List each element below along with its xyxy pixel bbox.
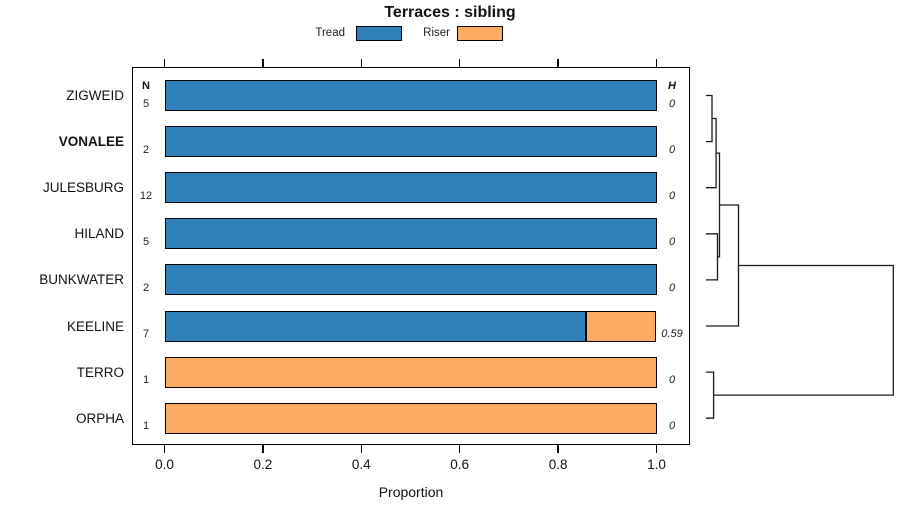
legend-label-tread: Tread xyxy=(315,27,345,39)
plot-area xyxy=(132,67,690,445)
bar-segment-tread xyxy=(164,264,657,296)
category-label-hiland: HILAND xyxy=(74,226,124,242)
axis-tick-top xyxy=(360,59,362,67)
category-label-terro: TERRO xyxy=(76,364,124,380)
axis-tick-bottom xyxy=(163,445,166,453)
h-value: 0 xyxy=(668,374,676,387)
category-label-bunkwater: BUNKWATER xyxy=(39,272,124,288)
h-value: 0 xyxy=(668,281,676,294)
h-value: 0.59 xyxy=(661,328,683,340)
axis-tick-bottom xyxy=(459,445,461,453)
n-value: 12 xyxy=(139,189,153,202)
axis-tick-top xyxy=(655,59,658,67)
n-column-header: N xyxy=(142,80,150,92)
bar-segment-tread xyxy=(164,172,657,204)
category-label-keeline: KEELINE xyxy=(66,318,124,334)
n-value: 1 xyxy=(142,420,150,433)
bar-segment-riser xyxy=(164,356,657,388)
n-value: 5 xyxy=(142,235,150,248)
axis-tick-label: 0.8 xyxy=(548,457,568,472)
axis-tick-top xyxy=(459,59,461,67)
n-value: 5 xyxy=(142,97,150,110)
h-value: 0 xyxy=(668,235,676,248)
bar-segment-tread xyxy=(164,310,587,342)
axis-tick-label: 0.6 xyxy=(450,457,470,472)
n-value: 7 xyxy=(142,328,150,340)
axis-tick-label: 1.0 xyxy=(647,457,666,472)
axis-tick-top xyxy=(163,59,166,67)
bar-segment-tread xyxy=(164,126,657,158)
category-label-julesburg: JULESBURG xyxy=(42,180,124,196)
axis-tick-bottom xyxy=(360,445,362,453)
axis-tick-label: 0.4 xyxy=(351,457,371,472)
axis-tick-top xyxy=(262,59,264,67)
n-value: 2 xyxy=(142,143,150,156)
h-value: 0 xyxy=(668,420,676,433)
bar-segment-riser xyxy=(586,310,657,342)
axis-tick-bottom xyxy=(557,445,559,453)
n-value: 1 xyxy=(142,374,150,387)
category-label-vonalee: VONALEE xyxy=(58,134,124,150)
n-value: 2 xyxy=(142,281,150,294)
dendrogram-lines xyxy=(706,94,894,419)
h-value: 0 xyxy=(668,189,676,202)
axis-tick-top xyxy=(557,59,559,67)
axis-tick-label: 0.0 xyxy=(155,457,174,472)
x-axis-label: Proportion xyxy=(378,484,444,500)
h-value: 0 xyxy=(668,97,676,110)
h-value: 0 xyxy=(668,143,676,156)
legend-swatch-riser xyxy=(457,26,503,41)
bar-segment-riser xyxy=(164,402,657,434)
axis-tick-label: 0.2 xyxy=(253,457,273,472)
h-column-header: H xyxy=(668,80,676,92)
axis-tick-bottom xyxy=(262,445,264,453)
axis-tick-bottom xyxy=(655,445,658,453)
category-label-orpha: ORPHA xyxy=(75,410,124,426)
chart-title: Terraces : sibling xyxy=(384,4,516,21)
legend-swatch-tread xyxy=(356,26,402,41)
legend-label-riser: Riser xyxy=(423,27,450,39)
category-label-zigweid: ZIGWEID xyxy=(66,88,124,103)
bar-segment-tread xyxy=(164,218,657,250)
bar-segment-tread xyxy=(164,80,657,111)
